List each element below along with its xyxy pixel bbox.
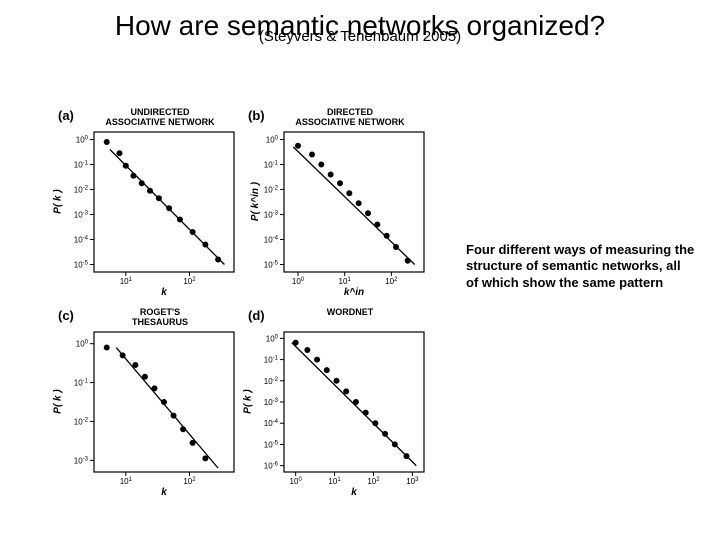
svg-text:10-5: 10-5 xyxy=(74,261,89,270)
ylabel-c: P( k ) xyxy=(53,389,64,413)
panel-title-a: UNDIRECTEDASSOCIATIVE NETWORK xyxy=(90,108,230,128)
chart-b: 100 101 102 100 10-1 10-2 10-3 10-4 10-5 xyxy=(252,118,438,300)
svg-text:10-3: 10-3 xyxy=(74,456,89,465)
svg-text:102: 102 xyxy=(183,477,196,486)
svg-text:102: 102 xyxy=(367,477,380,486)
svg-text:10-4: 10-4 xyxy=(264,236,279,245)
svg-text:100: 100 xyxy=(76,340,89,349)
xlabel-d: k xyxy=(334,487,374,498)
svg-text:10-2: 10-2 xyxy=(74,186,89,195)
svg-text:10-1: 10-1 xyxy=(264,356,279,365)
svg-text:10-1: 10-1 xyxy=(74,161,89,170)
chart-c: 101 102 100 10-1 10-2 10-3 xyxy=(62,318,248,500)
svg-text:101: 101 xyxy=(339,277,352,286)
svg-text:10-4: 10-4 xyxy=(74,236,89,245)
svg-text:102: 102 xyxy=(183,277,196,286)
svg-text:102: 102 xyxy=(385,277,398,286)
xlabel-c: k xyxy=(144,487,184,498)
panel-d: (d)WORDNET10010110210310010-110-210-310-… xyxy=(252,318,432,513)
svg-text:103: 103 xyxy=(406,477,419,486)
svg-text:10-4: 10-4 xyxy=(264,419,279,428)
svg-text:100: 100 xyxy=(290,477,303,486)
svg-text:10-3: 10-3 xyxy=(264,398,279,407)
panel-title-c: ROGET'STHESAURUS xyxy=(90,308,230,328)
panel-label-a: (a) xyxy=(58,108,74,123)
svg-text:10-5: 10-5 xyxy=(264,440,279,449)
svg-text:10-2: 10-2 xyxy=(74,417,89,426)
svg-text:101: 101 xyxy=(120,277,133,286)
svg-text:100: 100 xyxy=(266,136,279,145)
xlabel-a: k xyxy=(144,287,184,298)
ylabel-b: P( k^in ) xyxy=(250,182,261,221)
svg-text:100: 100 xyxy=(292,277,305,286)
svg-text:10-6: 10-6 xyxy=(264,462,279,471)
xlabel-b: k^in xyxy=(334,287,374,298)
svg-text:10-3: 10-3 xyxy=(74,211,89,220)
citation: (Steyvers & Tenenbaum 2005) xyxy=(0,28,720,45)
chart-a: 101 102 100 10-1 10-2 10-3 10-4 10-5 xyxy=(62,118,248,300)
panel-a: (a)UNDIRECTEDASSOCIATIVE NETWORK10110210… xyxy=(62,118,242,313)
ylabel-d: P( k ) xyxy=(243,389,254,413)
svg-text:100: 100 xyxy=(266,334,279,343)
panel-label-b: (b) xyxy=(248,108,265,123)
ylabel-a: P( k ) xyxy=(53,189,64,213)
svg-text:101: 101 xyxy=(328,477,341,486)
panel-title-b: DIRECTEDASSOCIATIVE NETWORK xyxy=(280,108,420,128)
svg-text:10-1: 10-1 xyxy=(74,379,89,388)
panel-c: (c)ROGET'STHESAURUS10110210010-110-210-3… xyxy=(62,318,242,513)
panel-title-d: WORDNET xyxy=(280,308,420,318)
svg-text:10-2: 10-2 xyxy=(264,186,279,195)
panel-b: (b)DIRECTEDASSOCIATIVE NETWORK1001011021… xyxy=(252,118,432,313)
title-block: How are semantic networks organized? (St… xyxy=(0,10,720,45)
svg-text:100: 100 xyxy=(76,136,89,145)
panel-label-c: (c) xyxy=(58,308,74,323)
svg-text:10-5: 10-5 xyxy=(264,261,279,270)
figure-caption: Four different ways of measuring the str… xyxy=(466,242,696,291)
svg-text:10-1: 10-1 xyxy=(264,161,279,170)
chart-d: 100 101 102 103 100 10-1 10-2 10-3 10-4 10-5 10-6 xyxy=(252,318,438,500)
svg-text:10-3: 10-3 xyxy=(264,211,279,220)
svg-text:10-2: 10-2 xyxy=(264,377,279,386)
panel-label-d: (d) xyxy=(248,308,265,323)
figure-grid: (a)UNDIRECTEDASSOCIATIVE NETWORK10110210… xyxy=(62,118,442,528)
svg-text:101: 101 xyxy=(120,477,133,486)
